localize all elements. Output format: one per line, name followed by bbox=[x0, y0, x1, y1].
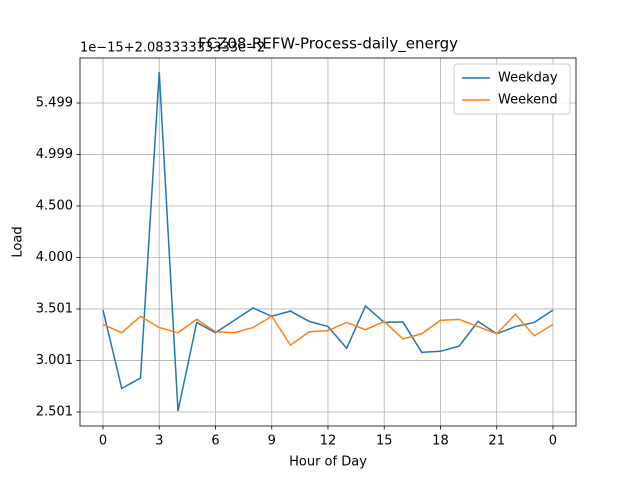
plot-frame bbox=[79, 57, 577, 427]
x-tick-label: 18 bbox=[432, 434, 449, 449]
x-tick-label: 3 bbox=[155, 434, 163, 449]
y-tick-label: 5.499 bbox=[36, 96, 73, 111]
x-axis-label: Hour of Day bbox=[289, 455, 367, 470]
y-tick-label: 4.999 bbox=[36, 147, 73, 162]
offset-text: 1e−15+2.08333333333e−2 bbox=[80, 41, 265, 56]
data-line bbox=[102, 71, 554, 412]
x-tick-label: 12 bbox=[320, 434, 337, 449]
y-tick-label: 2.501 bbox=[36, 404, 73, 419]
legend-box bbox=[453, 63, 571, 115]
x-tick-label: 9 bbox=[268, 434, 276, 449]
legend-label: Weekday bbox=[498, 71, 558, 86]
legend-label: Weekend bbox=[498, 93, 558, 108]
x-tick-label: 6 bbox=[211, 434, 219, 449]
y-tick-label: 4.500 bbox=[36, 198, 73, 213]
x-tick-label: 15 bbox=[376, 434, 393, 449]
x-tick-label: 0 bbox=[549, 434, 557, 449]
y-tick-label: 3.001 bbox=[36, 353, 73, 368]
y-axis-label: Load bbox=[11, 226, 26, 257]
chart-title: FCZ08-REFW-Process-daily_energy bbox=[198, 35, 458, 54]
y-tick-label: 3.501 bbox=[36, 301, 73, 316]
x-tick-label: 0 bbox=[99, 434, 107, 449]
data-line bbox=[102, 313, 554, 347]
y-tick-label: 4.000 bbox=[36, 250, 73, 265]
x-tick-label: 21 bbox=[488, 434, 505, 449]
